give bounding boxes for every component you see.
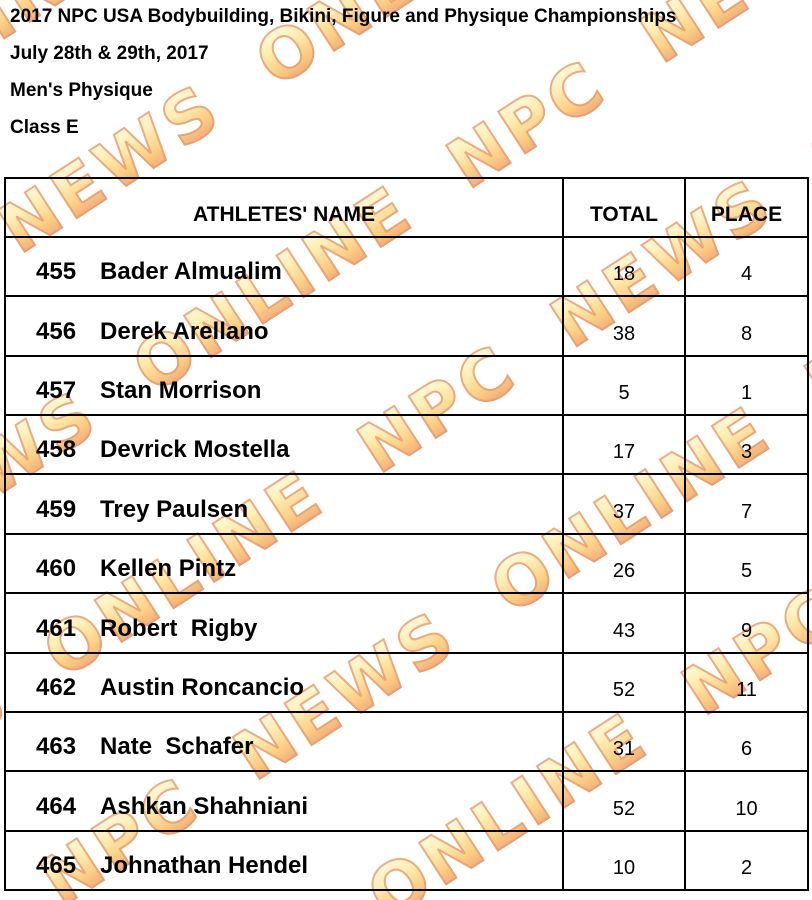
athlete-name: Stan Morrison xyxy=(100,377,262,405)
place-cell: 5 xyxy=(684,532,809,595)
total-cell: 10 xyxy=(562,829,686,892)
total-cell: 5 xyxy=(562,354,686,417)
place-cell: 8 xyxy=(684,295,809,357)
place-cell: 7 xyxy=(684,473,809,535)
event-class: Class E xyxy=(10,117,79,138)
athlete-name: Ashkan Shahniani xyxy=(100,792,309,820)
athlete-number: 460 xyxy=(36,555,77,583)
event-date: July 28th & 29th, 2017 xyxy=(10,43,209,64)
column-header-place: PLACE xyxy=(684,177,809,238)
athlete-name: Derek Arellano xyxy=(100,317,269,345)
total-cell: 31 xyxy=(562,710,686,773)
total-cell: 18 xyxy=(562,235,686,298)
athlete-number: 455 xyxy=(36,258,77,286)
place-cell: 10 xyxy=(684,770,809,832)
table-row: 461 Robert Rigby 43 9 xyxy=(4,592,809,654)
athlete-name: Trey Paulsen xyxy=(100,495,249,523)
table-row: 458 Devrick Mostella 17 3 xyxy=(4,414,809,476)
total-cell: 52 xyxy=(562,770,686,832)
total-cell: 52 xyxy=(562,651,686,713)
total-cell: 38 xyxy=(562,295,686,357)
results-body: 455 Bader Almualim 18 4 456 Derek Arella… xyxy=(4,235,809,892)
event-division: Men's Physique xyxy=(10,80,153,101)
table-row: 456 Derek Arellano 38 8 xyxy=(4,295,809,357)
table-row: 455 Bader Almualim 18 4 xyxy=(4,235,809,298)
athlete-number: 463 xyxy=(36,733,77,761)
place-cell: 6 xyxy=(684,710,809,773)
athlete-number: 456 xyxy=(36,317,77,345)
column-header-total: TOTAL xyxy=(562,177,686,238)
athlete-name: Devrick Mostella xyxy=(100,436,290,464)
athlete-name: Johnathan Hendel xyxy=(100,852,309,879)
results-table: ATHLETES' NAME TOTAL PLACE 455 Bader Alm… xyxy=(4,177,809,892)
athlete-number: 457 xyxy=(36,377,77,405)
athlete-name: Kellen Pintz xyxy=(100,555,237,583)
athlete-name: Robert Rigby xyxy=(100,614,258,642)
athlete-name: Bader Almualim xyxy=(100,258,282,286)
athlete-number: 461 xyxy=(36,614,77,642)
athlete-name: Nate Schafer xyxy=(100,733,254,761)
header-row: ATHLETES' NAME TOTAL PLACE xyxy=(4,177,809,238)
event-title: 2017 NPC USA Bodybuilding, Bikini, Figur… xyxy=(10,6,677,27)
place-cell: 3 xyxy=(684,414,809,476)
table-row: 457 Stan Morrison 5 1 xyxy=(4,354,809,417)
column-header-athletes-name: ATHLETES' NAME xyxy=(4,177,564,238)
table-row: 459 Trey Paulsen 37 7 xyxy=(4,473,809,535)
document-header: 2017 NPC USA Bodybuilding, Bikini, Figur… xyxy=(10,6,800,154)
table-row: 465 Johnathan Hendel 10 2 xyxy=(4,829,809,892)
place-cell: 11 xyxy=(684,651,809,713)
athlete-number: 459 xyxy=(36,495,77,523)
total-cell: 17 xyxy=(562,414,686,476)
table-row: 462 Austin Roncancio 52 11 xyxy=(4,651,809,713)
athlete-name: Austin Roncancio xyxy=(100,673,305,701)
total-cell: 37 xyxy=(562,473,686,535)
place-cell: 1 xyxy=(684,354,809,417)
table-row: 464 Ashkan Shahniani 52 10 xyxy=(4,770,809,832)
place-cell: 2 xyxy=(684,829,809,892)
table-row: 463 Nate Schafer 31 6 xyxy=(4,710,809,773)
athlete-number: 458 xyxy=(36,436,77,464)
athlete-number: 465 xyxy=(36,852,77,879)
place-cell: 4 xyxy=(684,235,809,298)
athlete-number: 464 xyxy=(36,792,77,820)
athlete-number: 462 xyxy=(36,673,77,701)
table-row: 460 Kellen Pintz 26 5 xyxy=(4,532,809,595)
total-cell: 43 xyxy=(562,592,686,654)
total-cell: 26 xyxy=(562,532,686,595)
place-cell: 9 xyxy=(684,592,809,654)
